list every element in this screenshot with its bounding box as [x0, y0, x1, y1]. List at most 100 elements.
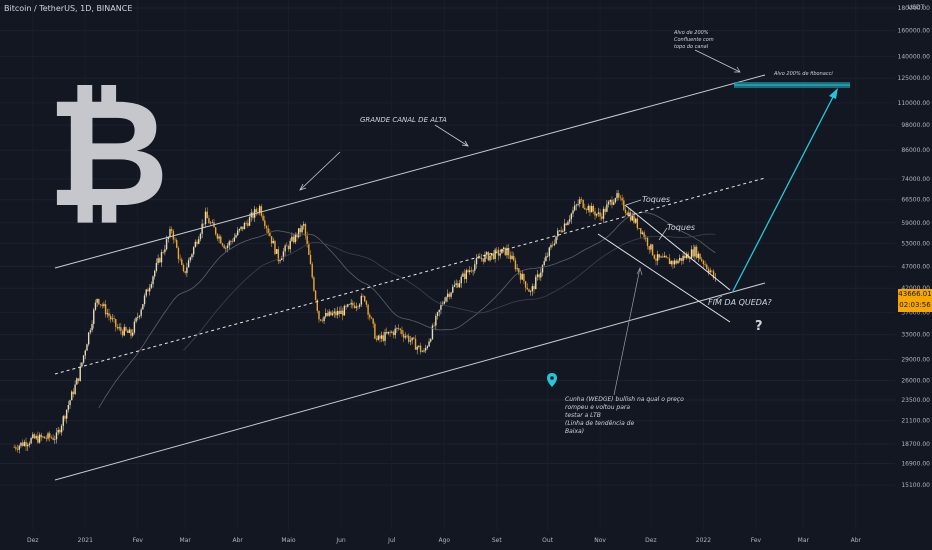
candle-body	[526, 287, 528, 290]
candle-body	[428, 341, 430, 347]
candle-body	[172, 230, 175, 240]
candle-body	[389, 331, 391, 333]
candle-body	[297, 228, 300, 238]
candle-body	[511, 255, 513, 260]
candle-body	[672, 260, 674, 265]
channel-middle-line	[54, 177, 766, 375]
candle-body	[494, 249, 496, 260]
candle-body	[379, 335, 381, 339]
candle-body	[242, 226, 244, 230]
candle-body	[438, 309, 440, 313]
candle-body	[460, 276, 462, 284]
candle-body	[292, 236, 295, 243]
candle-body	[133, 321, 136, 333]
candle-body	[584, 207, 586, 210]
candle-body	[421, 351, 423, 353]
candle-body	[113, 318, 115, 320]
x-tick-label: Set	[492, 537, 503, 544]
candle-body	[335, 311, 337, 316]
candle-body	[565, 223, 567, 226]
candle-body	[201, 223, 203, 234]
candle-body	[177, 247, 180, 259]
candle-body	[448, 293, 451, 297]
candle-body	[269, 232, 271, 237]
candle-body	[374, 323, 376, 339]
y-tick-label: 59000.00	[901, 220, 930, 227]
candle-body	[120, 327, 122, 331]
candle-body	[563, 223, 566, 231]
candle-body	[507, 248, 510, 256]
candle-body	[418, 345, 420, 347]
candle-body	[89, 330, 92, 333]
candle-body	[474, 264, 476, 271]
candle-body	[365, 301, 368, 305]
wedge-lower-line	[597, 233, 731, 323]
candle-body	[386, 331, 388, 334]
candle-body	[74, 384, 76, 395]
candle-body	[148, 287, 151, 292]
touches-label-1: Toques	[642, 195, 670, 204]
candle-body	[331, 313, 334, 316]
candle-body	[157, 258, 159, 263]
candle-body	[181, 259, 183, 265]
candle-body	[491, 253, 493, 256]
channel-arrow-left-head	[299, 183, 307, 191]
candle-body	[684, 255, 686, 259]
candle-body	[104, 304, 107, 315]
candle-body	[186, 267, 188, 273]
candle-body	[606, 204, 608, 212]
candle-body	[384, 331, 386, 341]
candle-body	[372, 318, 374, 324]
candle-body	[462, 273, 464, 277]
candle-body	[96, 298, 98, 303]
candle-body	[545, 256, 547, 262]
candle-body	[695, 246, 698, 258]
candle-body	[404, 336, 407, 338]
candle-body	[255, 209, 258, 212]
channel-arrow-right-head	[461, 140, 469, 147]
wedge-note-line-3: testar a LTB	[565, 412, 601, 419]
y-tick-label: 47000.00	[901, 264, 930, 271]
candle-body	[192, 247, 195, 255]
candle-body	[154, 270, 156, 277]
y-tick-label: 66500.00	[901, 197, 930, 204]
candle-body	[99, 304, 102, 305]
candle-body	[601, 216, 603, 219]
candle-body	[299, 228, 302, 233]
y-axis: 180000.00 160000.00 140000.00 125000.00 1100…	[898, 5, 931, 489]
wedge-note-line-4: (Linha de tendência de	[565, 420, 634, 427]
candle-body	[650, 244, 652, 250]
candle-body	[203, 223, 205, 225]
candle-body	[679, 257, 681, 261]
candle-body	[485, 252, 488, 255]
candle-body	[216, 234, 219, 239]
candle-body	[487, 252, 490, 261]
candle-body	[597, 212, 600, 214]
candle-body	[467, 270, 469, 272]
candle-body	[240, 226, 242, 229]
candle-body	[367, 304, 369, 315]
candle-body	[668, 258, 671, 265]
candle-body	[445, 297, 447, 302]
candle-body	[267, 228, 269, 233]
candle-body	[458, 283, 461, 288]
x-tick-label: Dez	[645, 537, 656, 544]
candle-body	[45, 438, 48, 439]
candle-body	[655, 258, 657, 261]
target-note-line-3: topo do canal	[674, 44, 709, 50]
candle-body	[614, 198, 617, 203]
x-tick-label: Abr	[851, 537, 862, 544]
candle-body	[27, 444, 29, 447]
candle-body	[577, 203, 579, 205]
candle-body	[580, 199, 583, 200]
candle-body	[86, 344, 88, 351]
candle-body	[237, 230, 239, 236]
candle-body	[214, 227, 217, 235]
y-tick-label: 23500.00	[901, 397, 930, 404]
candle-body	[609, 200, 611, 202]
candle-body	[270, 236, 273, 244]
current-price-tag: 43666.01 02:03:56	[898, 289, 932, 312]
candle-body	[282, 251, 285, 259]
candle-body	[594, 211, 596, 216]
